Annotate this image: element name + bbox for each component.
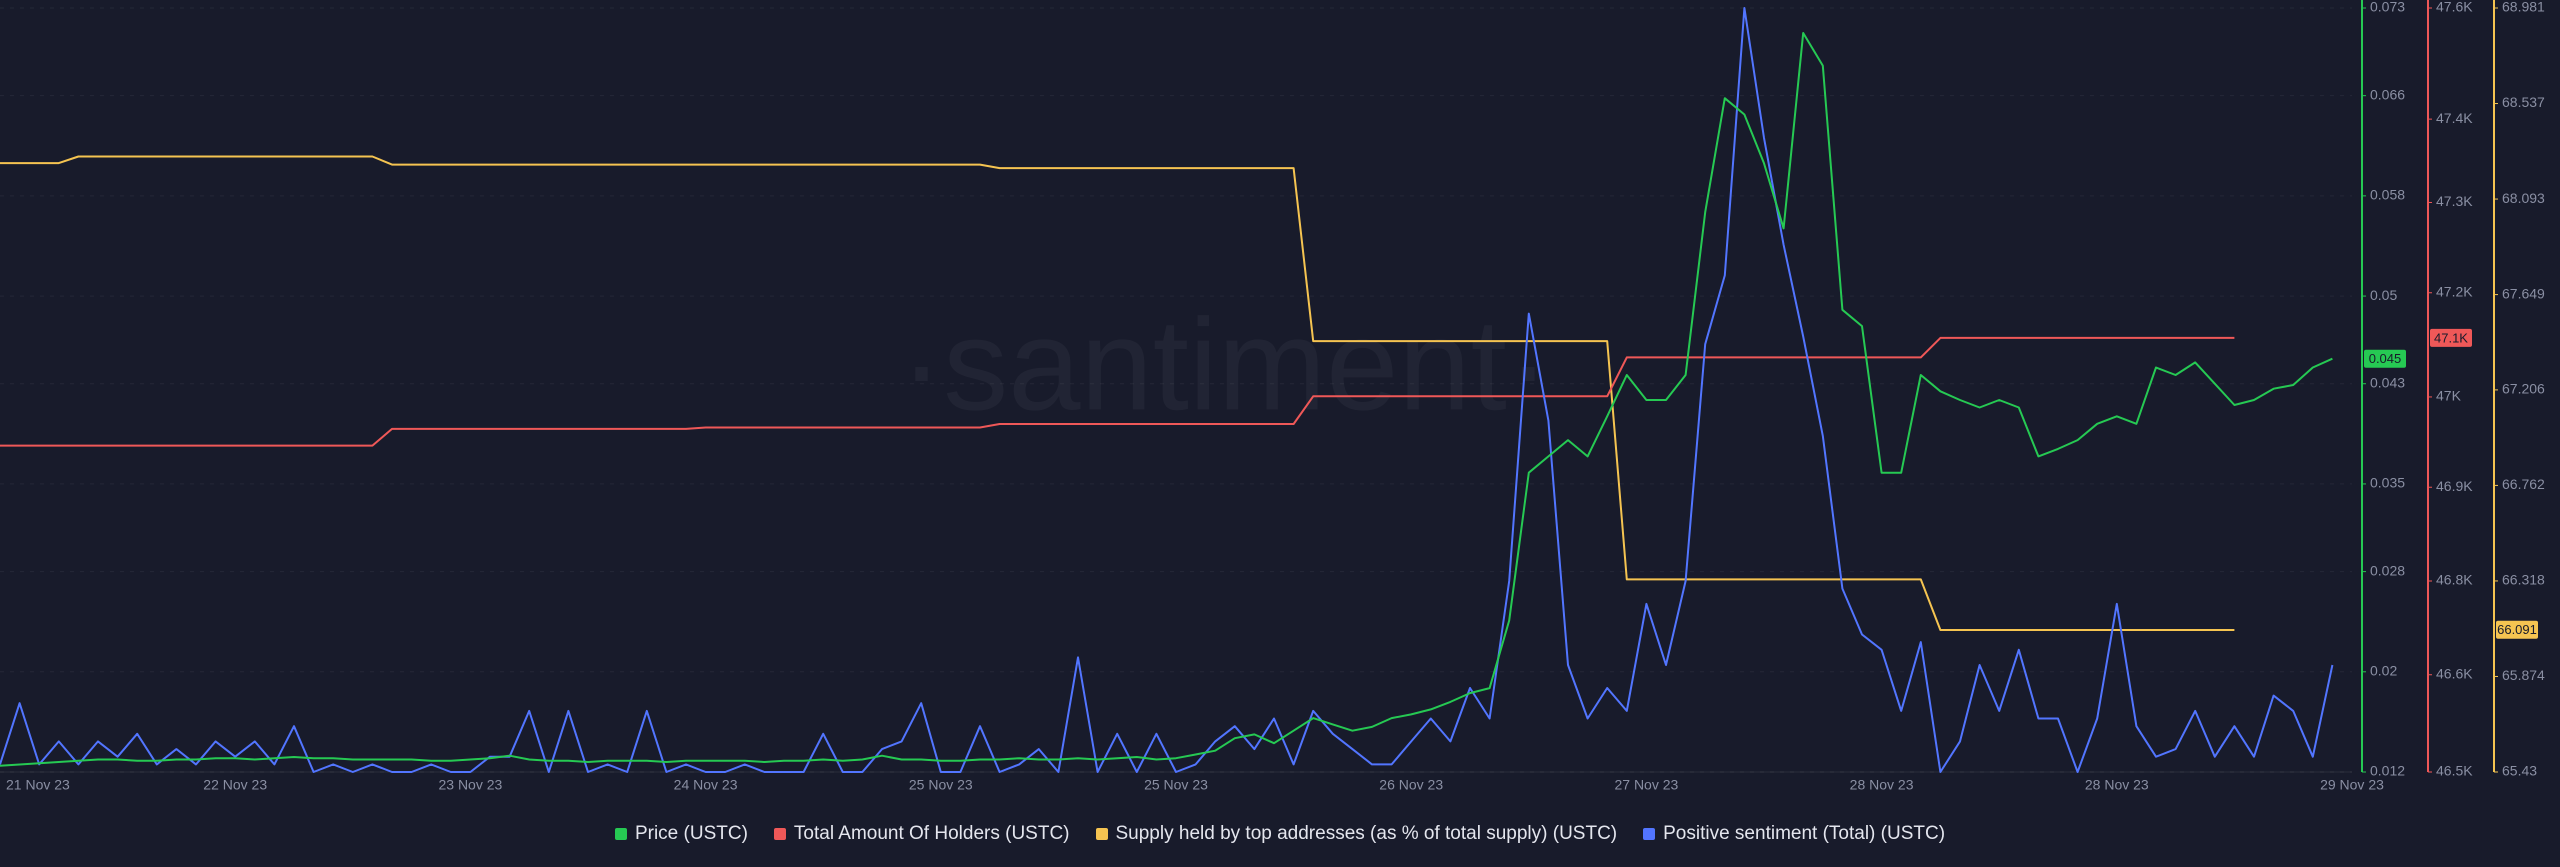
y-tick-label: 66.318 <box>2502 572 2545 588</box>
y-tick-label: 0.043 <box>2370 374 2405 390</box>
legend-label: Total Amount Of Holders (USTC) <box>793 823 1070 844</box>
y-tick-label: 47.6K <box>2436 0 2473 15</box>
y-tick-label: 66.762 <box>2502 476 2545 492</box>
legend-swatch <box>773 828 786 840</box>
value-badge <box>2430 328 2472 347</box>
y-tick-label: 0.035 <box>2370 475 2405 491</box>
series-line <box>0 336 2235 447</box>
legend-item[interactable]: Total Amount Of Holders (USTC) <box>773 823 1070 845</box>
chart: ·santiment· 0.012 0.02 0.028 0.035 0.043 0.05… <box>0 0 2545 793</box>
y-tick-label: 68.981 <box>2502 0 2545 15</box>
y-tick-label: 47.2K <box>2436 283 2473 299</box>
y-tick-label: 0.073 <box>2370 0 2405 15</box>
series-line <box>0 155 2235 631</box>
value-badge-label: 0.045 <box>2369 351 2402 366</box>
x-tick-label: 25 Nov 23 <box>1144 777 1208 793</box>
legend-label: Price (USTC) <box>634 823 748 844</box>
y-tick-label: 0.028 <box>2370 562 2405 578</box>
x-tick-label: 23 Nov 23 <box>438 777 502 793</box>
y-tick-label: 46.5K <box>2436 763 2473 779</box>
x-tick-label: 28 Nov 23 <box>2085 777 2149 793</box>
legend-item[interactable]: Supply held by top addresses (as % of to… <box>1095 823 1618 845</box>
x-tick-label: 28 Nov 23 <box>1850 777 1914 793</box>
value-badge-label: 66.091 <box>2497 622 2537 637</box>
legend-swatch <box>1643 828 1656 840</box>
y-tick-label: 46.6K <box>2436 665 2473 681</box>
y-tick-label: 68.093 <box>2502 190 2545 206</box>
y-tick-label: 0.066 <box>2370 86 2405 102</box>
y-tick-label: 0.012 <box>2370 763 2405 779</box>
value-badge <box>2364 349 2406 368</box>
legend-item[interactable]: Price (USTC) <box>614 823 748 845</box>
legend: Price (USTC) Total Amount Of Holders (UST… <box>0 814 2560 854</box>
x-tick-label: 22 Nov 23 <box>203 777 267 793</box>
y-tick-label: 47.3K <box>2436 193 2473 209</box>
y-tick-label: 0.02 <box>2370 663 2397 679</box>
y-tick-label: 68.537 <box>2502 94 2545 110</box>
legend-label: Positive sentiment (Total) (USTC) <box>1663 823 1946 844</box>
x-tick-label: 25 Nov 23 <box>909 777 973 793</box>
y-tick-label: 47.4K <box>2436 110 2473 126</box>
y-tick-label: 67.206 <box>2502 381 2545 397</box>
y-tick-label: 65.43 <box>2502 763 2537 779</box>
y-tick-label: 0.05 <box>2370 287 2397 303</box>
x-tick-label: 27 Nov 23 <box>1614 777 1678 793</box>
x-tick-label: 26 Nov 23 <box>1379 777 1443 793</box>
legend-swatch <box>614 828 627 840</box>
legend-item[interactable]: Positive sentiment (Total) (USTC) <box>1643 823 1945 845</box>
watermark: ·santiment· <box>900 291 1550 437</box>
value-badge <box>2496 620 2538 639</box>
x-tick-label: 21 Nov 23 <box>6 777 70 793</box>
y-tick-label: 46.9K <box>2436 478 2473 494</box>
legend-label: Supply held by top addresses (as % of to… <box>1115 823 1618 844</box>
y-tick-label: 0.058 <box>2370 187 2405 203</box>
y-tick-label: 47K <box>2436 388 2462 404</box>
x-tick-label: 24 Nov 23 <box>674 777 738 793</box>
series-line <box>0 7 2334 773</box>
y-tick-label: 46.8K <box>2436 572 2473 588</box>
y-tick-label: 67.649 <box>2502 285 2545 301</box>
legend-swatch <box>1095 828 1108 840</box>
x-tick-label: 29 Nov 23 <box>2320 777 2384 793</box>
y-tick-label: 65.874 <box>2502 667 2545 683</box>
value-badge-label: 47.1K <box>2434 330 2468 345</box>
series-line <box>0 32 2333 767</box>
